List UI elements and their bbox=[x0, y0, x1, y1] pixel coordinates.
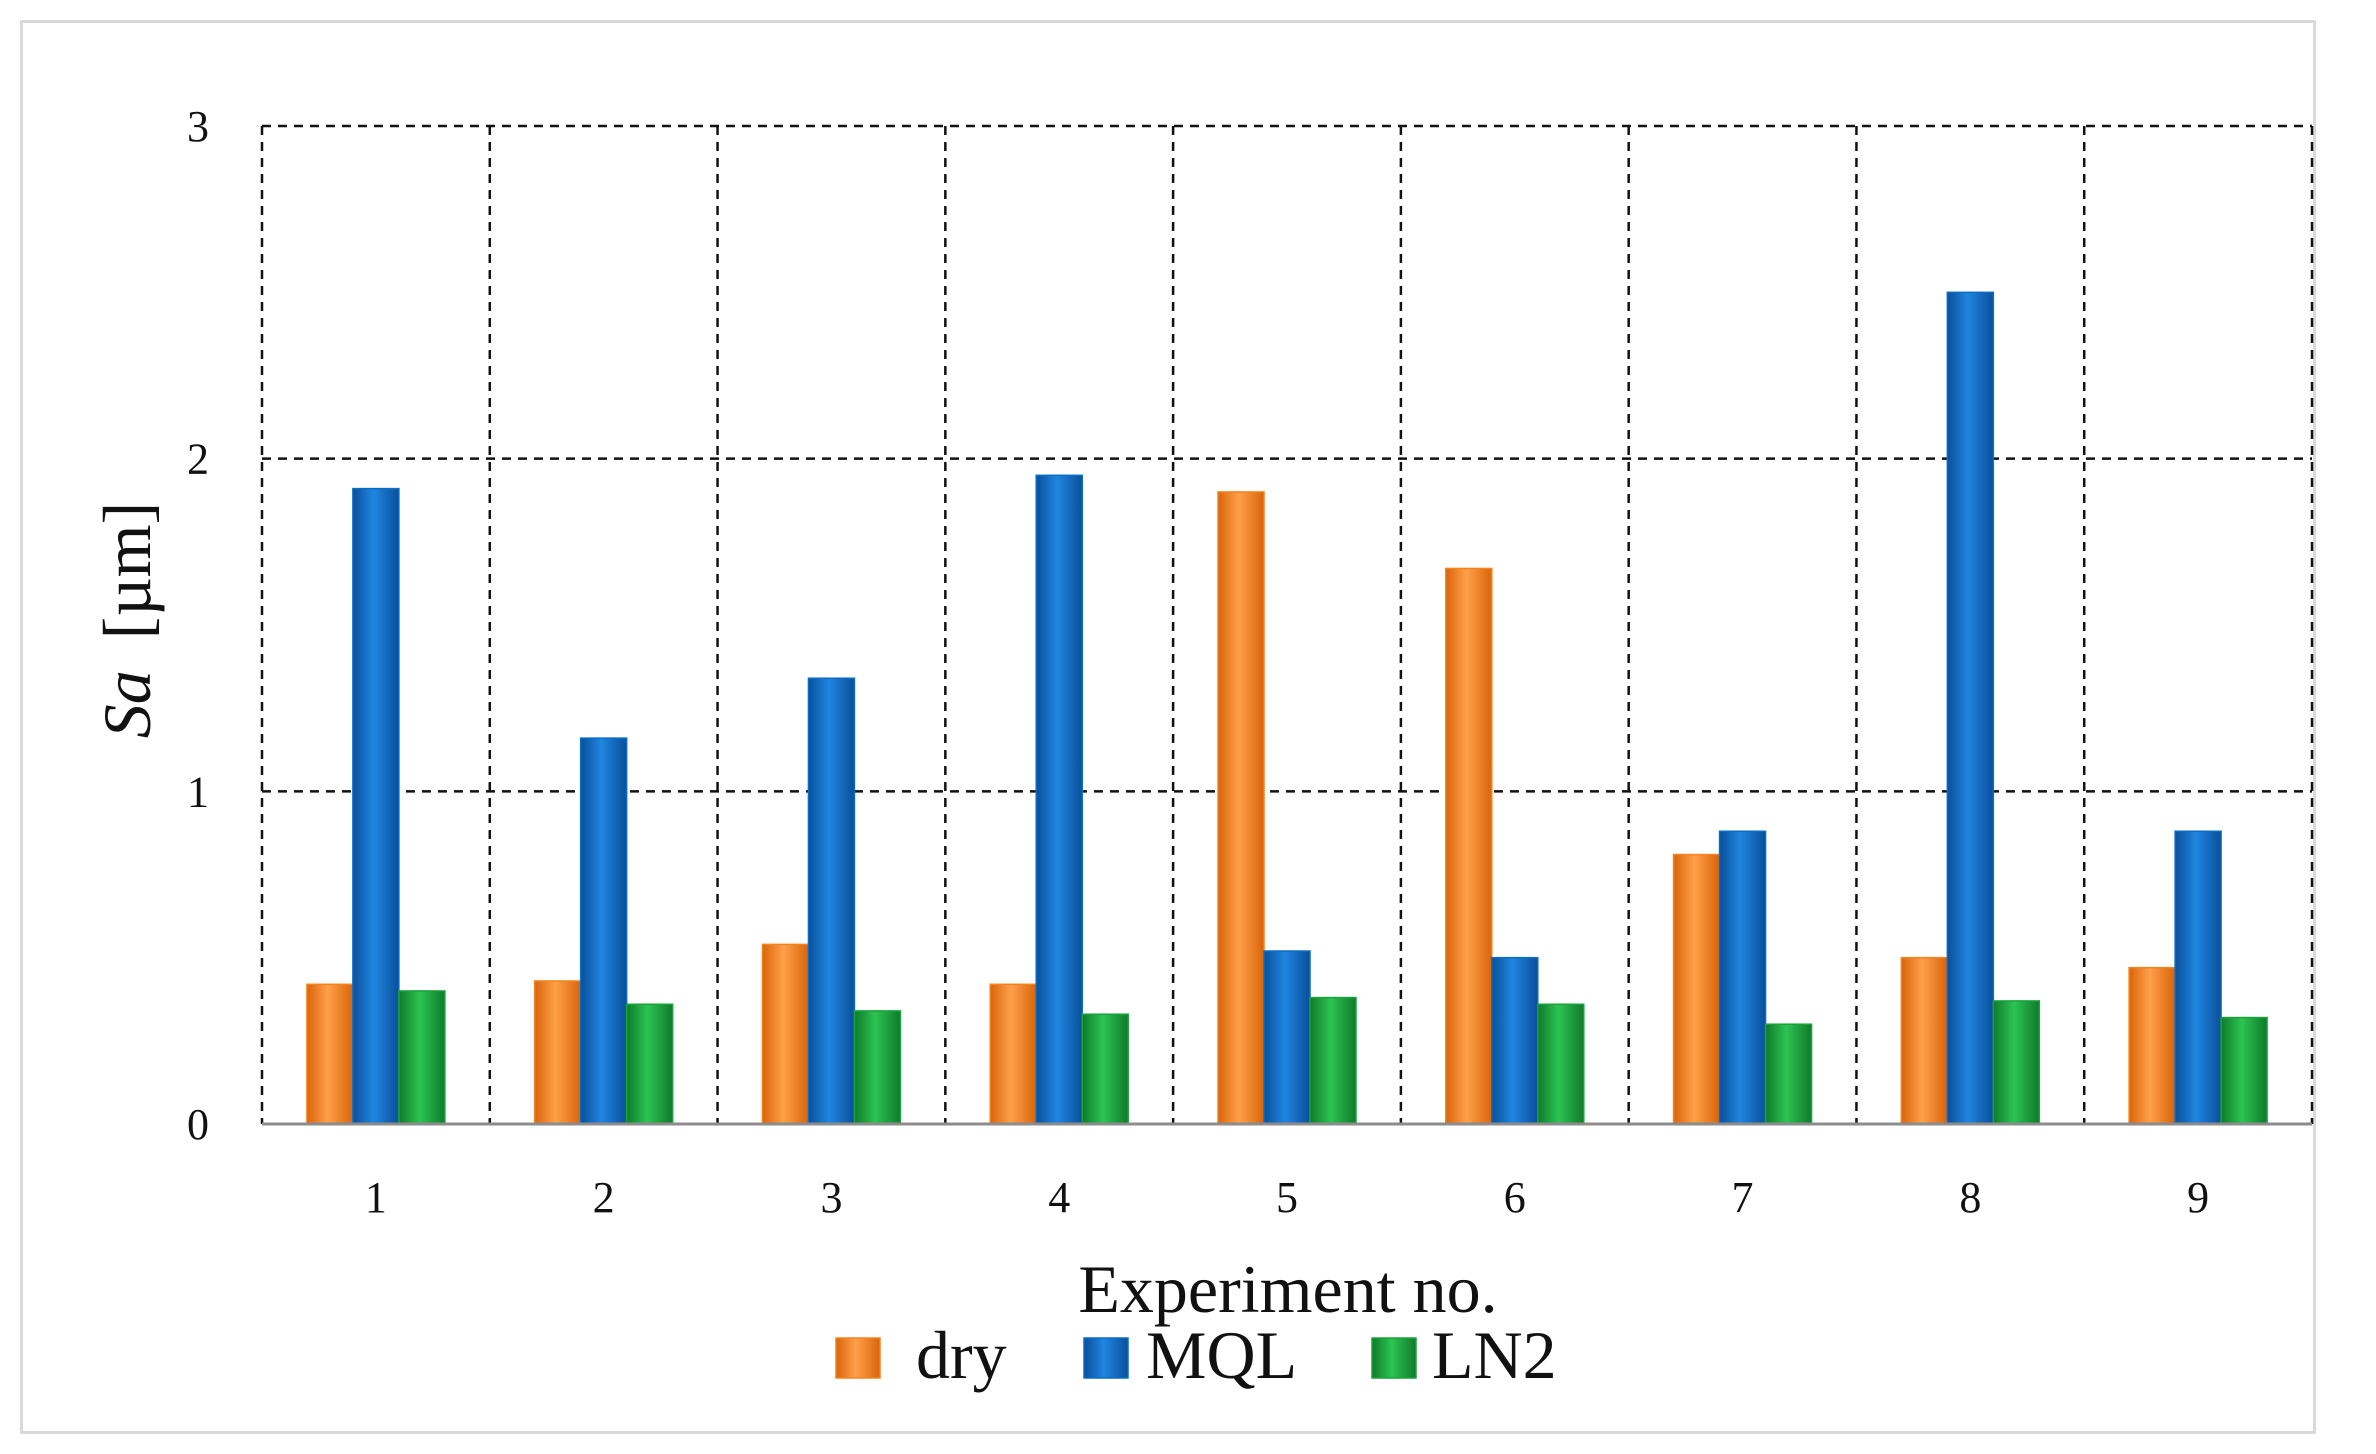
x-tick-label-5: 5 bbox=[1276, 1173, 1298, 1222]
bar-MQL-7 bbox=[1718, 830, 1767, 1125]
bar-MQL-9 bbox=[2174, 830, 2222, 1125]
bar-dry-2 bbox=[533, 980, 582, 1125]
x-tick-label-9: 9 bbox=[2187, 1173, 2209, 1222]
bar-LN2-4 bbox=[1081, 1013, 1129, 1125]
x-tick-label-2: 2 bbox=[593, 1173, 615, 1222]
bar-LN2-7 bbox=[1764, 1023, 1813, 1125]
x-tick-label-1: 1 bbox=[365, 1173, 387, 1222]
bar-dry-9 bbox=[2128, 966, 2176, 1125]
y-axis-title-unit: [µm] bbox=[89, 502, 165, 639]
bar-MQL-6 bbox=[1491, 956, 1539, 1125]
x-axis-title: Experiment no. bbox=[1078, 1251, 1497, 1327]
bar-MQL-1 bbox=[352, 487, 400, 1125]
bar-MQL-4 bbox=[1035, 474, 1083, 1125]
bar-dry-4 bbox=[989, 983, 1037, 1125]
bar-dry-3 bbox=[761, 943, 810, 1125]
bar-LN2-6 bbox=[1537, 1003, 1585, 1125]
y-tick-label-0: 0 bbox=[187, 1100, 209, 1149]
x-tick-label-3: 3 bbox=[820, 1173, 842, 1222]
x-tick-label-7: 7 bbox=[1732, 1173, 1754, 1222]
bar-MQL-3 bbox=[807, 677, 856, 1125]
y-axis-title: Sa [µm] bbox=[89, 502, 165, 738]
y-tick-label-2: 2 bbox=[187, 435, 209, 484]
legend-swatch-LN2 bbox=[1371, 1337, 1417, 1379]
x-tick-label-8: 8 bbox=[1959, 1173, 1981, 1222]
y-tick-label-3: 3 bbox=[187, 102, 209, 151]
y-tick-label-1: 1 bbox=[187, 767, 209, 816]
legend-label-LN2: LN2 bbox=[1432, 1317, 1557, 1393]
bar-dry-1 bbox=[306, 983, 354, 1125]
bar-LN2-9 bbox=[2220, 1016, 2268, 1125]
bar-LN2-5 bbox=[1309, 996, 1357, 1125]
legend-label-dry: dry bbox=[916, 1317, 1007, 1393]
bar-LN2-8 bbox=[1992, 1000, 2041, 1125]
legend-label-MQL: MQL bbox=[1146, 1317, 1297, 1393]
bar-LN2-1 bbox=[398, 990, 446, 1125]
chart-frame bbox=[20, 20, 2316, 1434]
bar-LN2-3 bbox=[853, 1010, 902, 1125]
x-tick-label-4: 4 bbox=[1048, 1173, 1070, 1222]
bar-MQL-2 bbox=[579, 737, 628, 1125]
y-axis-title-symbol: Sa bbox=[89, 670, 165, 738]
bars bbox=[306, 291, 2268, 1125]
bar-dry-7 bbox=[1672, 853, 1721, 1125]
legend-swatch-dry bbox=[835, 1337, 881, 1379]
y-tick-labels: 0 1 2 3 bbox=[187, 102, 209, 1149]
x-tick-labels: 1 2 3 4 5 6 7 8 9 bbox=[365, 1173, 2209, 1222]
bar-dry-6 bbox=[1445, 567, 1493, 1125]
bar-LN2-2 bbox=[625, 1003, 674, 1125]
bar-dry-5 bbox=[1217, 491, 1265, 1125]
bar-MQL-5 bbox=[1263, 950, 1311, 1125]
bar-dry-8 bbox=[1900, 956, 1949, 1125]
legend-swatch-MQL bbox=[1083, 1337, 1129, 1379]
bar-MQL-8 bbox=[1946, 291, 1995, 1125]
legend: dry MQL LN2 bbox=[835, 1317, 1557, 1393]
x-tick-label-6: 6 bbox=[1504, 1173, 1526, 1222]
